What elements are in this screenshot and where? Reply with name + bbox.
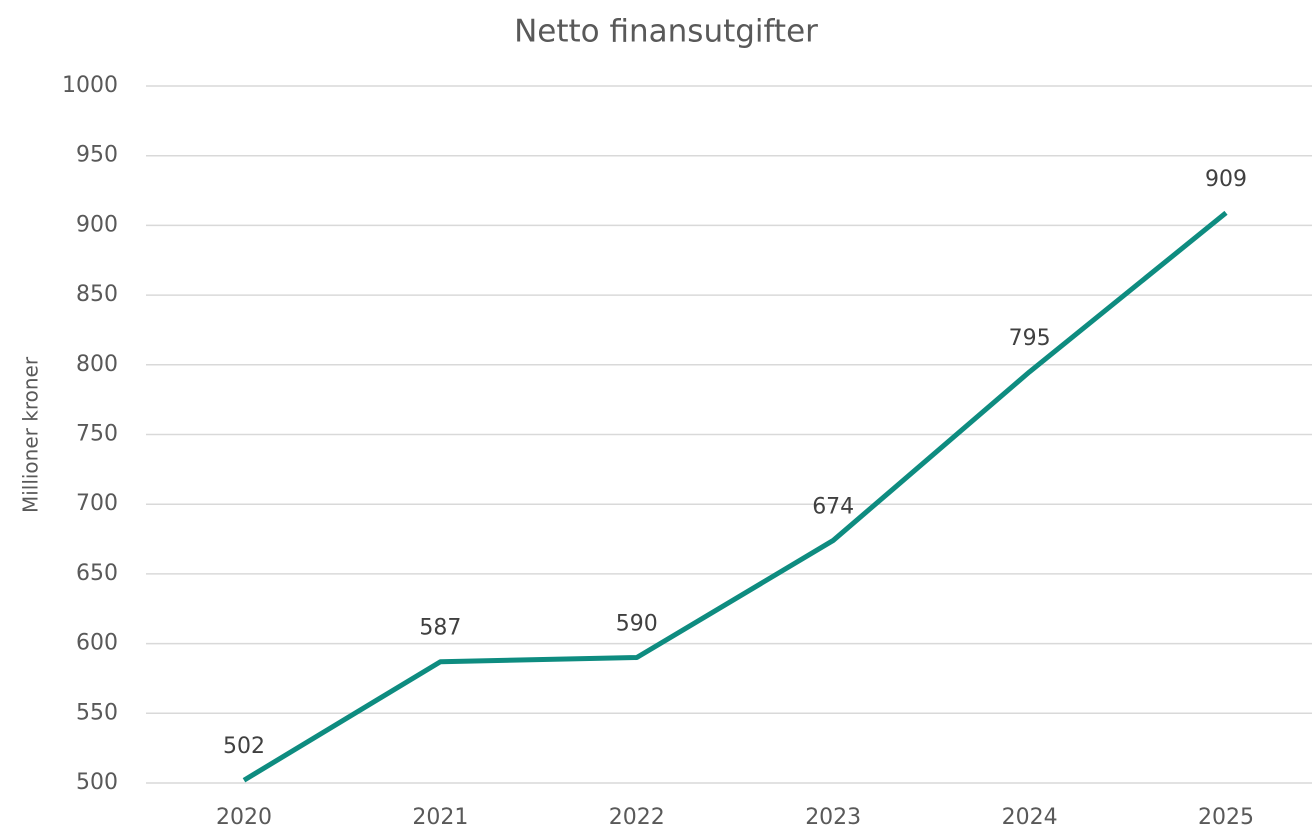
y-tick-label: 700 <box>76 491 118 516</box>
y-tick-label: 500 <box>76 770 118 795</box>
data-label: 909 <box>1205 167 1247 192</box>
y-tick-label: 850 <box>76 282 118 307</box>
y-tick-label: 800 <box>76 352 118 377</box>
x-tick-label: 2021 <box>412 805 468 830</box>
chart-title: Netto finansutgifter <box>514 14 818 50</box>
y-axis-label: Millioner kroner <box>19 356 43 513</box>
y-tick-label: 900 <box>76 212 118 237</box>
y-tick-label: 950 <box>76 143 118 168</box>
x-tick-label: 2023 <box>805 805 861 830</box>
data-label: 590 <box>616 612 658 637</box>
x-tick-label: 2024 <box>1002 805 1058 830</box>
line <box>242 210 1228 783</box>
y-tick-label: 550 <box>76 700 118 725</box>
y-tick-label: 1000 <box>62 73 118 98</box>
data-label: 502 <box>223 734 265 759</box>
x-tick-label: 2022 <box>609 805 665 830</box>
x-tick-label: 2025 <box>1198 805 1254 830</box>
y-tick-label: 750 <box>76 422 118 447</box>
x-tick-label: 2020 <box>216 805 272 830</box>
data-label: 587 <box>419 616 461 641</box>
y-tick-label: 600 <box>76 631 118 656</box>
data-label: 795 <box>1009 326 1051 351</box>
data-label: 674 <box>812 494 854 519</box>
y-tick-label: 650 <box>76 561 118 586</box>
